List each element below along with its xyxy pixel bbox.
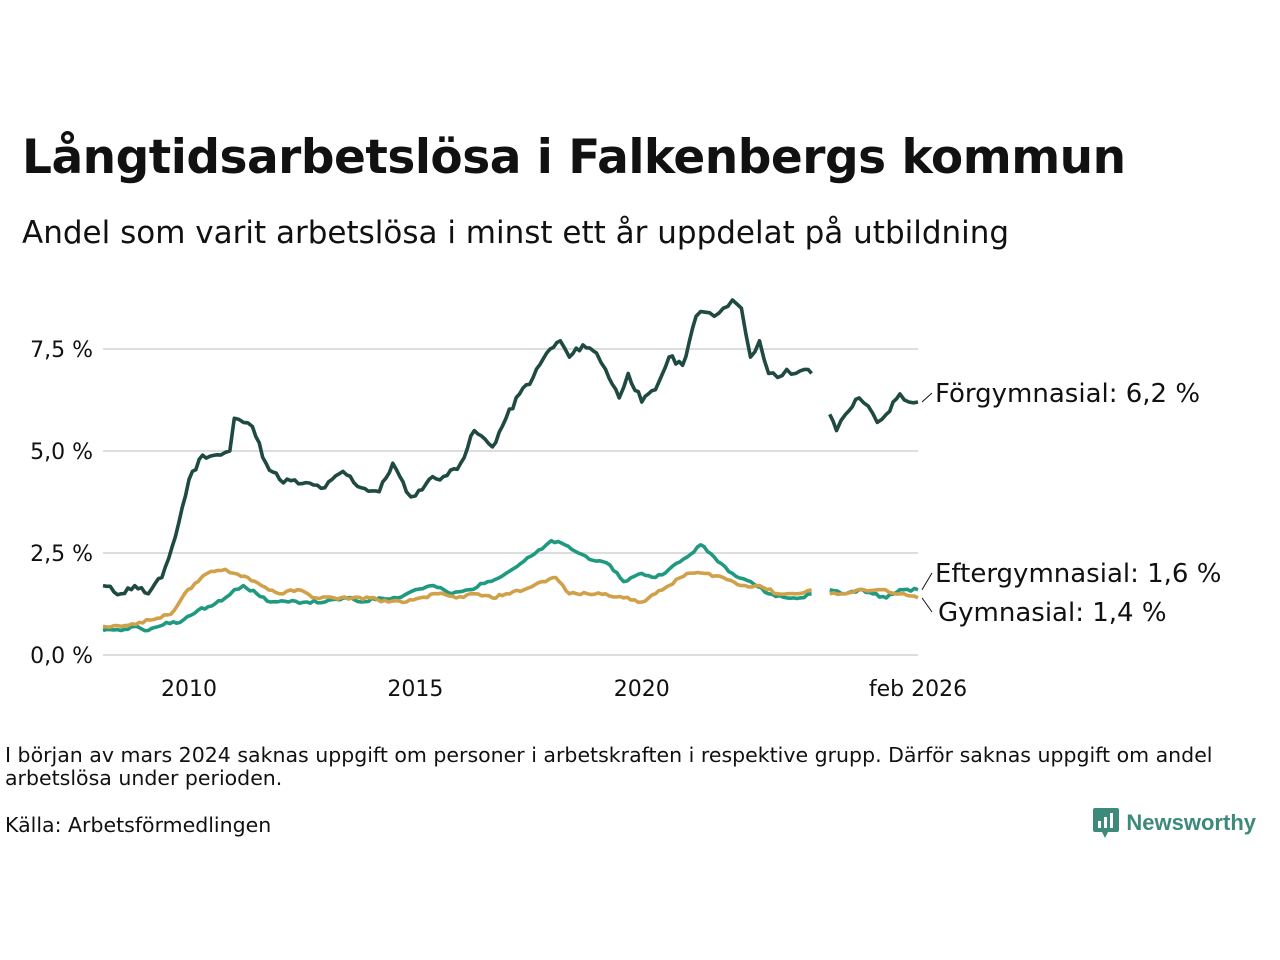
series-lines — [102, 298, 919, 633]
label-leader-line — [921, 597, 933, 613]
label-leader-line — [921, 572, 933, 590]
series-line-gymnasial — [829, 587, 919, 600]
label-leader-line — [921, 392, 933, 403]
source-credit: Källa: Arbetsförmedlingen — [5, 813, 272, 837]
x-tick-label: 2015 — [387, 677, 443, 702]
end-label-eftergymnasial: Eftergymnasial: 1,6 % — [935, 559, 1221, 589]
end-label-gymnasial: Gymnasial: 1,4 % — [938, 598, 1167, 628]
brand-name: Newsworthy — [1126, 810, 1256, 835]
y-tick-label: 7,5 % — [30, 338, 93, 363]
y-tick-label: 5,0 % — [30, 440, 93, 465]
newsworthy-logo: Newsworthy — [1093, 808, 1256, 838]
x-axis-tick-labels: 2010 2015 2020 feb 2026 — [161, 677, 967, 702]
x-tick-label: feb 2026 — [869, 677, 967, 702]
series-line-gymnasial — [102, 567, 813, 629]
y-tick-label: 2,5 % — [30, 542, 93, 567]
x-tick-label: 2010 — [161, 677, 217, 702]
x-tick-label: 2020 — [614, 677, 670, 702]
chart-title: Långtidsarbetslösa i Falkenbergs kommun — [22, 130, 1126, 185]
series-line-förgymnasial — [828, 392, 919, 433]
y-tick-label: 0,0 % — [30, 644, 93, 669]
end-label-förgymnasial: Förgymnasial: 6,2 % — [935, 379, 1200, 409]
y-axis-tick-labels: 0,0 % 2,5 % 5,0 % 7,5 % — [30, 338, 93, 669]
chart-subtitle: Andel som varit arbetslösa i minst ett å… — [22, 215, 1010, 251]
line-chart: 0,0 % 2,5 % 5,0 % 7,5 % 2010 2015 2020 feb 202… — [30, 298, 1221, 702]
grid-lines — [103, 347, 918, 656]
chart-bubble-icon — [1093, 808, 1120, 838]
series-end-labels: Förgymnasial: 6,2 % Eftergymnasial: 1,6 %… — [921, 379, 1221, 628]
series-line-förgymnasial — [102, 298, 813, 597]
series-line-eftergymnasial — [102, 538, 812, 633]
footnote: I början av mars 2024 saknas uppgift om … — [5, 743, 1213, 790]
